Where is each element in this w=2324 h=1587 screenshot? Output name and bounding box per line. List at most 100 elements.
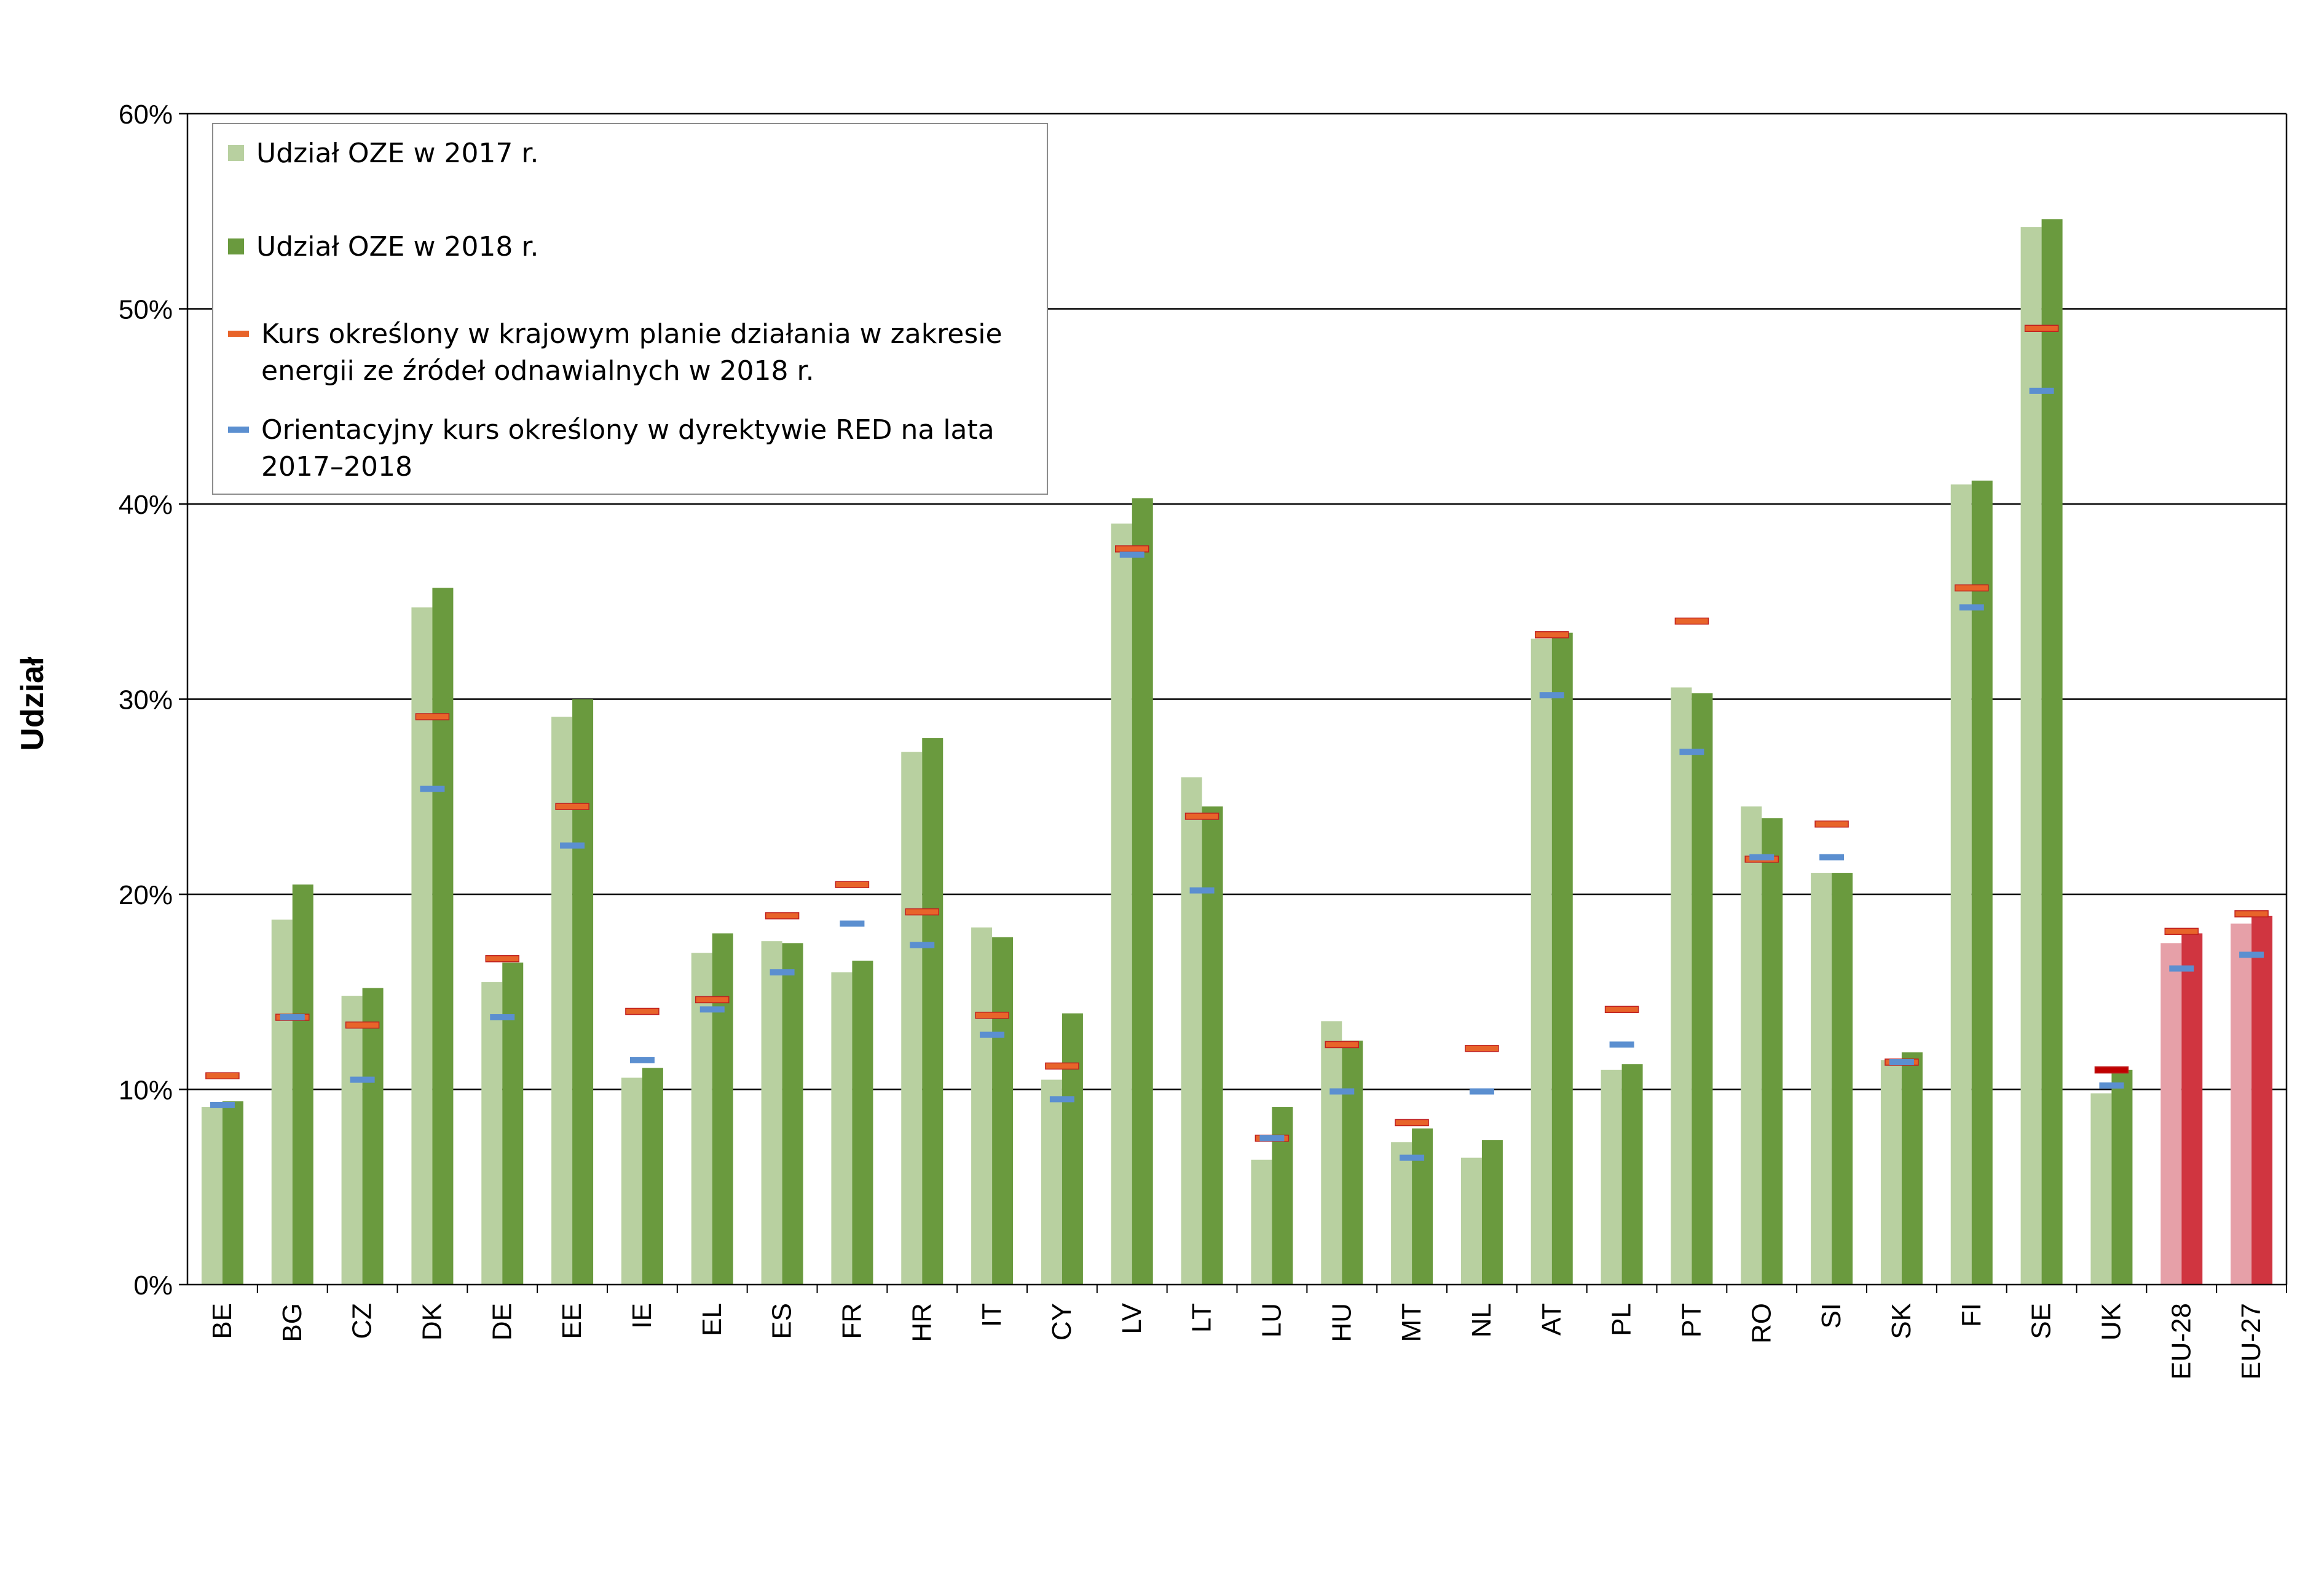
- bar-2017-cz: [341, 996, 363, 1285]
- bar-2017-at: [1530, 639, 1552, 1285]
- axes: 0% 10% 20% 30% 40% 50% 60% BE BG CZ DK DE EE IE EL ES FR…: [119, 100, 2288, 1380]
- marker-red-mt: [1400, 1154, 1425, 1161]
- x-tick-label: IE: [627, 1303, 657, 1329]
- bars: [201, 219, 2273, 1285]
- marker-red-eu-28: [2169, 965, 2194, 972]
- x-tick-label: IT: [977, 1303, 1007, 1327]
- y-tick-label: 10%: [119, 1076, 173, 1106]
- marker-nreap-eu-27: [2234, 910, 2269, 918]
- bar-2018-bg: [292, 884, 313, 1285]
- bar-2018-hu: [1342, 1041, 1363, 1285]
- marker-red-uk: [2099, 1082, 2124, 1089]
- x-tick-label: LV: [1117, 1302, 1147, 1334]
- marker-nreap-si: [1814, 820, 1849, 828]
- x-tick-label: CZ: [347, 1303, 377, 1339]
- marker-nreap-uk: [2094, 1066, 2129, 1074]
- marker-nreap-es: [765, 912, 800, 920]
- marker-nreap-de: [485, 955, 519, 963]
- y-tick-label: 30%: [119, 685, 173, 715]
- marker-nreap-ee: [555, 803, 589, 810]
- x-tick-label: PL: [1607, 1303, 1637, 1336]
- marker-nreap-lv: [1115, 545, 1149, 553]
- marker-red-ro: [1749, 854, 1775, 860]
- bar-2018-at: [1551, 632, 1573, 1285]
- bar-2018-fr: [852, 960, 873, 1285]
- x-tick-label: SI: [1816, 1303, 1846, 1329]
- bar-2017-si: [1811, 873, 1832, 1285]
- x-tick-label: NL: [1467, 1303, 1497, 1337]
- bar-2018-nl: [1481, 1140, 1503, 1285]
- legend-swatch-2018: [228, 238, 244, 254]
- bar-2018-lv: [1132, 498, 1153, 1285]
- marker-red-ee: [560, 842, 585, 849]
- marker-nreap-ie: [625, 1007, 660, 1015]
- bar-2018-sk: [1901, 1052, 1923, 1285]
- legend-swatch-nreap: [228, 331, 249, 337]
- marker-red-es: [770, 969, 795, 975]
- marker-red-dk: [420, 786, 445, 792]
- x-tick-label: AT: [1537, 1303, 1567, 1336]
- bar-2017-lv: [1111, 523, 1132, 1285]
- marker-nreap-hu: [1325, 1041, 1359, 1049]
- bar-2017-cy: [1041, 1079, 1062, 1285]
- y-tick-label: 20%: [119, 880, 173, 910]
- bar-2017-lt: [1181, 777, 1202, 1285]
- x-tick-label: CY: [1047, 1303, 1077, 1341]
- bar-2018-pl: [1621, 1064, 1643, 1285]
- marker-red-fi: [1959, 604, 1984, 611]
- marker-red-sk: [1889, 1059, 1914, 1066]
- x-tick-label: FI: [1956, 1303, 1987, 1327]
- bar-2018-it: [992, 937, 1014, 1285]
- chart-legend: Udział OZE w 2017 r. Udział OZE w 2018 r…: [212, 123, 1048, 495]
- marker-red-fr: [840, 920, 865, 927]
- marker-nreap-fr: [835, 881, 870, 888]
- x-tick-label: ES: [767, 1303, 797, 1339]
- bar-2017-lu: [1251, 1159, 1272, 1285]
- bar-2018-uk: [2111, 1069, 2133, 1285]
- bar-2018-es: [782, 943, 803, 1285]
- marker-red-si: [1819, 854, 1845, 860]
- bar-2018-ie: [642, 1068, 663, 1285]
- y-tick-label: 0%: [133, 1270, 173, 1301]
- legend-label-red: Orientacyjny kurs określony w dyrektywie…: [261, 414, 995, 482]
- bar-2017-be: [201, 1107, 223, 1285]
- x-tick-label: EE: [557, 1303, 587, 1339]
- y-axis-label: Udział: [15, 656, 50, 751]
- marker-nreap-at: [1535, 631, 1569, 639]
- marker-red-at: [1539, 692, 1564, 699]
- bar-2017-ie: [621, 1077, 642, 1285]
- marker-red-lu: [1259, 1135, 1285, 1141]
- x-tick-label: EU-27: [2236, 1303, 2266, 1380]
- x-tick-label: SE: [2027, 1303, 2057, 1339]
- bar-2017-it: [971, 927, 993, 1285]
- bar-2018-eu-27: [2251, 915, 2273, 1285]
- markers: [205, 325, 2269, 1161]
- marker-red-pl: [1609, 1041, 1634, 1048]
- marker-red-hu: [1329, 1088, 1355, 1095]
- bar-2018-cy: [1062, 1013, 1083, 1285]
- bar-2018-ee: [572, 699, 594, 1285]
- marker-nreap-cy: [1045, 1062, 1079, 1070]
- bar-2017-sk: [1880, 1060, 1902, 1285]
- marker-nreap-se: [2024, 325, 2059, 332]
- x-tick-label: BE: [207, 1303, 237, 1339]
- marker-nreap-be: [205, 1072, 240, 1080]
- bar-2017-eu-27: [2231, 923, 2252, 1285]
- x-tick-label: EU-28: [2166, 1303, 2196, 1380]
- marker-nreap-it: [975, 1012, 1009, 1019]
- bar-2018-cz: [362, 988, 384, 1285]
- legend-swatch-2017: [228, 145, 244, 161]
- marker-red-bg: [280, 1014, 305, 1021]
- bar-2017-uk: [2090, 1093, 2112, 1285]
- marker-red-lt: [1189, 887, 1215, 894]
- bar-2017-hu: [1321, 1021, 1342, 1285]
- marker-red-cy: [1049, 1096, 1074, 1103]
- legend-swatch-red: [228, 427, 249, 433]
- marker-red-lv: [1119, 551, 1144, 558]
- bar-2018-be: [222, 1101, 243, 1285]
- marker-red-be: [210, 1101, 235, 1108]
- marker-nreap-hr: [905, 908, 939, 916]
- bar-2017-pt: [1671, 687, 1692, 1285]
- marker-nreap-el: [695, 996, 730, 1004]
